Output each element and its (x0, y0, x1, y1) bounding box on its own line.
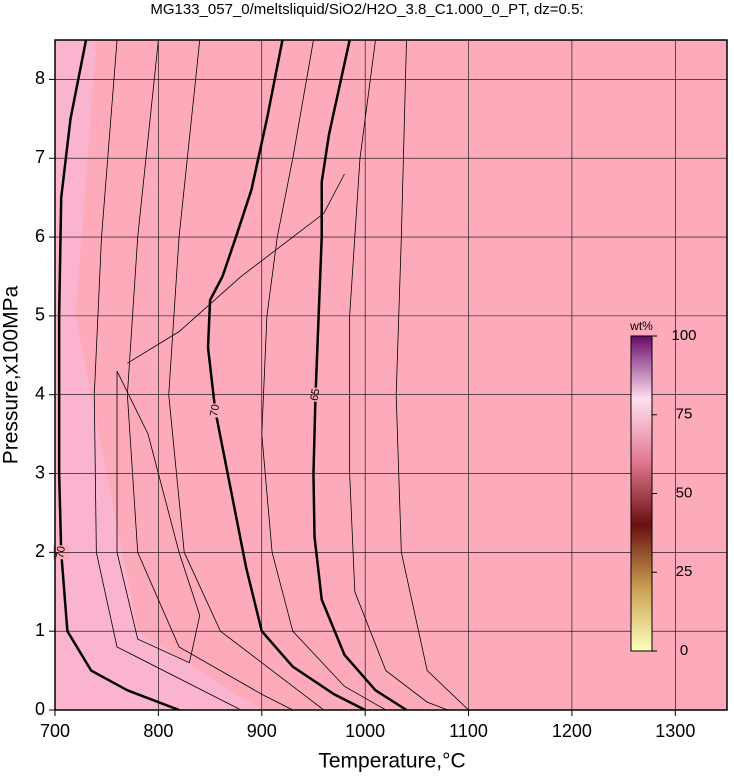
y-tick-label: 2 (35, 541, 45, 561)
contour-line (349, 40, 449, 710)
colorbar-tick-label: 25 (676, 563, 693, 580)
colorbar-tick-label: 50 (676, 484, 693, 501)
y-tick-label: 1 (35, 620, 45, 640)
x-tick-label: 700 (40, 721, 70, 741)
colorbar-label: wt% (629, 319, 653, 333)
plot-frame (54, 39, 728, 711)
x-tick-label: 1100 (449, 721, 488, 741)
contour-line (206, 40, 366, 710)
x-tick-label: 1000 (345, 721, 385, 741)
chart-title: MG133_057_0/meltsliquid/SiO2/H2O_3.8_C1.… (150, 1, 583, 18)
y-tick-label: 3 (35, 462, 45, 482)
y-tick-label: 4 (35, 383, 45, 403)
y-tick-label: 5 (35, 305, 45, 325)
x-tick-label: 900 (247, 721, 277, 741)
x-tick-label: 1200 (552, 721, 592, 741)
x-axis-label: Temperature,°C (318, 750, 465, 773)
contour-label: 70 (208, 403, 222, 417)
y-axis-label: Pressure,x100MPa (0, 285, 23, 464)
contour-line (127, 173, 345, 364)
contour-label-bg (207, 403, 224, 418)
x-tick-label: 800 (143, 721, 173, 741)
colorbar-tick-label: 100 (671, 327, 696, 344)
light-region (55, 40, 262, 710)
y-tick-label: 7 (35, 147, 45, 167)
x-tick-label: 1300 (655, 721, 695, 741)
y-tick-label: 6 (35, 226, 45, 246)
y-tick-label: 0 (35, 699, 45, 719)
colorbar-tick-label: 0 (680, 642, 688, 659)
plot-background (55, 40, 727, 710)
colorbar-tick-label: 75 (676, 406, 693, 423)
colorbar (630, 335, 653, 652)
y-tick-label: 8 (35, 68, 45, 88)
contour-line (116, 370, 201, 664)
